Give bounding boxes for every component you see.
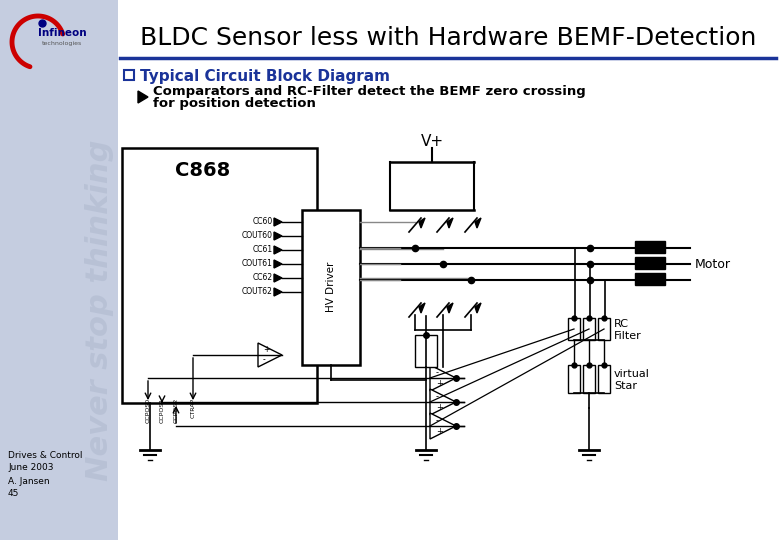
Bar [568, 365, 580, 393]
Bar [635, 257, 665, 269]
Bar [598, 365, 610, 393]
Text: Comparators and RC-Filter detect the BEMF zero crossing: Comparators and RC-Filter detect the BEM… [153, 84, 586, 98]
Text: Never stop thinking: Never stop thinking [86, 139, 115, 481]
Polygon shape [274, 288, 282, 296]
Text: for position detection: for position detection [153, 98, 316, 111]
Polygon shape [475, 303, 481, 313]
Text: HV Driver: HV Driver [326, 262, 336, 312]
Polygon shape [274, 274, 282, 282]
Bar [635, 241, 665, 253]
Text: CC62: CC62 [253, 273, 273, 282]
Text: COUT61: COUT61 [242, 260, 273, 268]
Text: COUT60: COUT60 [242, 232, 273, 240]
Text: 45: 45 [8, 489, 20, 498]
Polygon shape [274, 260, 282, 268]
Text: +: + [436, 403, 443, 413]
Polygon shape [419, 303, 425, 313]
Polygon shape [430, 389, 456, 415]
Polygon shape [274, 246, 282, 254]
Bar [415, 335, 437, 367]
Text: CC60: CC60 [253, 218, 273, 226]
Bar [302, 210, 360, 365]
Polygon shape [430, 365, 456, 391]
Text: technologies: technologies [42, 40, 82, 45]
Text: -: - [436, 368, 439, 377]
Text: Drives & Control: Drives & Control [8, 450, 83, 460]
Bar [583, 365, 595, 393]
Text: -: - [436, 393, 439, 402]
Polygon shape [274, 232, 282, 240]
Polygon shape [258, 343, 282, 367]
Text: CCPOS2: CCPOS2 [173, 398, 179, 423]
Text: Typical Circuit Block Diagram: Typical Circuit Block Diagram [140, 69, 390, 84]
Text: June 2003: June 2003 [8, 463, 54, 472]
Text: +: + [436, 380, 443, 388]
Text: COUT62: COUT62 [242, 287, 273, 296]
Polygon shape [475, 218, 481, 228]
Text: -: - [436, 416, 439, 426]
Text: Motor: Motor [695, 258, 731, 271]
Text: CC61: CC61 [253, 246, 273, 254]
Text: CCPOS0: CCPOS0 [146, 398, 151, 423]
Text: CTRAP: CTRAP [190, 398, 196, 418]
Polygon shape [274, 218, 282, 226]
Polygon shape [138, 91, 148, 103]
Text: V+: V+ [420, 133, 444, 148]
Bar [0, 0, 118, 540]
Polygon shape [430, 413, 456, 439]
Text: Infineon: Infineon [37, 28, 87, 38]
Text: A. Jansen: A. Jansen [8, 476, 50, 485]
Bar [122, 148, 317, 403]
Text: +: + [436, 428, 443, 436]
Polygon shape [419, 218, 425, 228]
Text: BLDC Sensor less with Hardware BEMF-Detection: BLDC Sensor less with Hardware BEMF-Dete… [140, 26, 756, 50]
Text: virtual
Star: virtual Star [614, 369, 650, 391]
Text: RC
Filter: RC Filter [614, 319, 642, 341]
Bar [568, 318, 580, 340]
Polygon shape [447, 218, 453, 228]
Text: C868: C868 [175, 160, 230, 179]
Text: +: + [263, 346, 269, 354]
Bar [635, 273, 665, 285]
Polygon shape [447, 303, 453, 313]
Text: -: - [263, 355, 266, 364]
Bar [583, 318, 595, 340]
Bar [598, 318, 610, 340]
Text: CCPOS1: CCPOS1 [159, 398, 165, 423]
Bar [124, 70, 134, 80]
